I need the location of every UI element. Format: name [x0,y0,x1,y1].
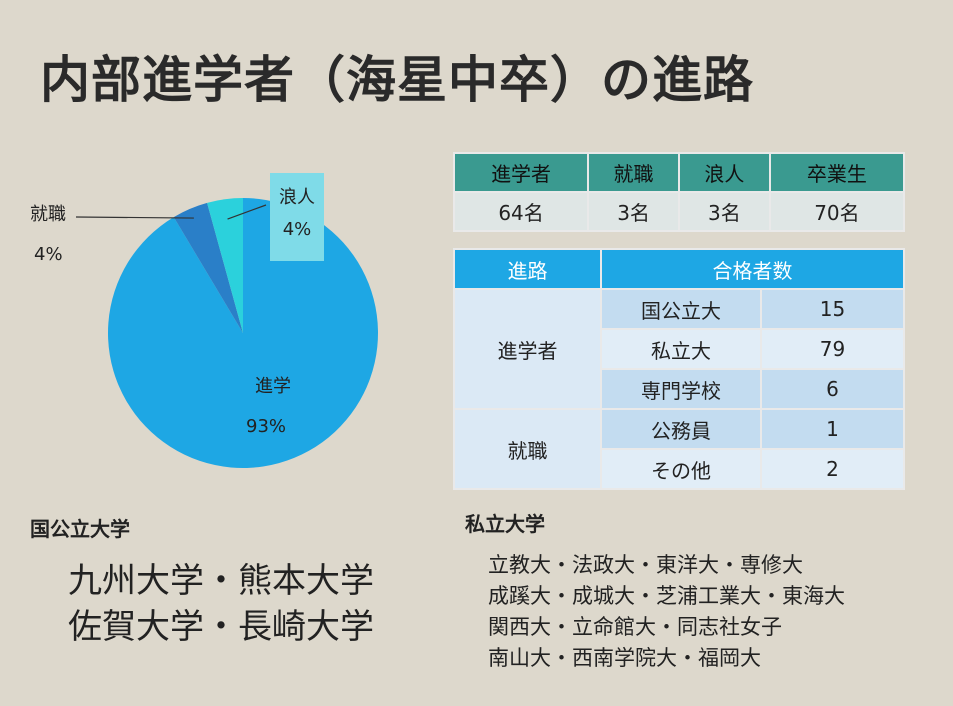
pie-slice-ronin [207,198,243,333]
row-count: 2 [760,448,905,490]
row-count: 6 [760,368,905,410]
group-name: 進学者 [453,288,602,410]
summary-header: 卒業生 [768,152,906,193]
table-row: 進学者 国公立大 15 [453,288,905,410]
summary-header: 浪人 [677,152,771,193]
row-count: 79 [760,328,905,370]
group-name: 就職 [453,408,602,490]
leader-line-employment [75,216,194,219]
summary-value: 70名 [768,191,906,232]
national-list: 九州大学・熊本大学 佐賀大学・長崎大学 [68,558,374,650]
table-row: 私立大 79 [454,328,905,370]
pie-chart [75,198,378,469]
table-row: 就職 公務員 1 [453,408,905,490]
list-item: 関西大・立命館大・同志社女子 [488,615,782,639]
summary-header-row: 進学者 就職 浪人 卒業生 [452,152,906,193]
private-heading: 私立大学 [465,512,545,536]
summary-header: 進学者 [452,152,590,193]
row-label: 専門学校 [600,368,762,410]
list-item: 立教大・法政大・東洋大・専修大 [488,553,803,577]
summary-value-row: 64名 3名 3名 70名 [452,191,906,232]
pie-slice-advance [107,198,378,469]
course-header: 進路 [453,248,602,290]
list-item: 九州大学・熊本大学 [68,561,374,601]
slice-percent-employment: 4% [34,244,63,265]
national-heading: 国公立大学 [30,517,130,541]
row-count: 1 [760,408,905,450]
summary-value: 3名 [677,191,771,232]
list-item: 南山大・西南学院大・福岡大 [488,646,761,670]
list-item: 佐賀大学・長崎大学 [68,607,374,647]
slice-percent-advance: 93% [246,416,287,437]
summary-header: 就職 [587,152,680,193]
row-label: 私立大 [600,328,762,370]
row-label: 公務員 [600,408,762,450]
row-label: その他 [600,448,762,490]
summary-table: 進学者 就職 浪人 卒業生 64名 3名 3名 70名 [452,152,906,232]
slice-label-advance: 進学 [255,376,291,397]
slice-callout-ronin: 浪人 4% [270,173,324,261]
summary-value: 3名 [587,191,680,232]
slice-label-ronin: 浪人 [279,187,315,208]
course-header-row: 進路 合格者数 [453,248,905,290]
private-list: 立教大・法政大・東洋大・専修大 成蹊大・成城大・芝浦工業大・東海大 関西大・立命… [488,550,845,674]
course-table: 進路 合格者数 進学者 国公立大 15 私立大 79 専門学校 6 就職 公務員… [453,248,905,490]
summary-value: 64名 [452,191,590,232]
row-count: 15 [760,288,905,330]
page-title: 内部進学者（海星中卒）の進路 [40,51,754,109]
pie-slice-employment [173,202,243,333]
list-item: 成蹊大・成城大・芝浦工業大・東海大 [488,584,845,608]
row-label: 国公立大 [600,288,762,330]
leader-line-ronin [227,204,267,220]
course-header: 合格者数 [600,248,905,290]
table-row: 専門学校 6 [454,368,905,410]
slice-percent-ronin: 4% [282,219,312,240]
table-row: その他 2 [454,448,905,490]
slice-label-employment: 就職 [30,204,66,225]
